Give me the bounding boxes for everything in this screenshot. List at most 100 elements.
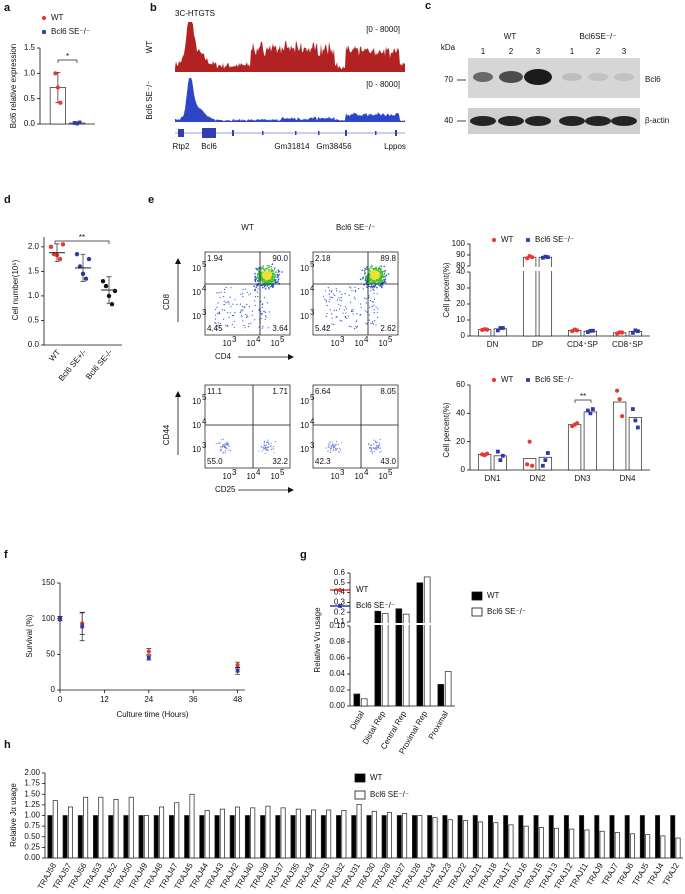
flow-event xyxy=(266,278,269,281)
bar xyxy=(128,796,134,859)
flow-event xyxy=(258,278,260,280)
flow-event xyxy=(330,448,332,450)
bar xyxy=(670,815,676,859)
flow-event xyxy=(245,313,247,315)
flow-event xyxy=(271,447,273,449)
flow-event xyxy=(269,285,272,288)
flow-event xyxy=(331,296,333,298)
data-point xyxy=(615,388,620,393)
bar xyxy=(609,815,615,859)
band xyxy=(562,73,582,81)
y-axis-label: Bcl6 relative expression xyxy=(9,44,18,128)
flow-event xyxy=(243,324,245,327)
flow-event xyxy=(365,322,367,324)
y-tick-label: 1.50 xyxy=(24,789,40,798)
significance-label: ** xyxy=(580,392,586,401)
bar xyxy=(174,802,180,859)
flow-event xyxy=(261,312,263,315)
flow-event xyxy=(373,292,375,294)
flow-event xyxy=(380,277,382,279)
y-tick-label: 10 xyxy=(456,315,465,324)
flow-event xyxy=(368,295,370,297)
flow-event xyxy=(369,448,371,450)
flow-event xyxy=(359,303,362,305)
flow-event xyxy=(340,305,342,307)
flow-event xyxy=(275,276,277,278)
flow-event xyxy=(384,275,387,278)
flow-event xyxy=(262,448,265,450)
flow-event xyxy=(241,314,243,316)
flow-event xyxy=(361,269,364,272)
flow-event xyxy=(260,267,263,270)
flow-event xyxy=(260,317,262,319)
flow-event xyxy=(372,286,375,288)
flow-event xyxy=(251,310,254,312)
x-tick-label: CD8⁺SP xyxy=(612,340,643,349)
legend-swatch xyxy=(41,15,47,21)
flow-event xyxy=(228,303,230,305)
flow-event xyxy=(264,272,267,274)
flow-event xyxy=(222,438,224,440)
y-axis-label: Survival (%) xyxy=(25,614,34,657)
flow-event xyxy=(332,297,334,299)
flow-event xyxy=(366,323,368,325)
flow-event xyxy=(217,313,219,315)
flow-event xyxy=(273,452,275,454)
flow-tick-exponent: 5 xyxy=(202,393,207,402)
flow-tick-base: 10 xyxy=(192,397,201,406)
flow-event xyxy=(265,316,267,318)
bar xyxy=(493,455,508,471)
flow-event xyxy=(226,443,228,445)
group-label: Bcl6SE⁻/⁻ xyxy=(580,32,617,41)
quadrant-value: 3.64 xyxy=(272,324,288,333)
flow-event xyxy=(356,319,358,321)
flow-event xyxy=(216,292,218,294)
flow-event xyxy=(364,310,366,312)
flow-event xyxy=(220,448,222,451)
bar xyxy=(184,815,190,859)
flow-event xyxy=(368,267,371,270)
flow-event xyxy=(331,317,333,319)
group-label: WT xyxy=(504,32,517,41)
data-point xyxy=(545,451,550,455)
flow-event xyxy=(226,441,228,443)
bar xyxy=(341,810,347,859)
flow-event xyxy=(233,314,235,317)
flow-event xyxy=(262,286,264,289)
legend-label: WT xyxy=(356,585,369,594)
flow-axis-label: CD25 xyxy=(215,485,236,494)
flow-event xyxy=(268,273,271,275)
bar xyxy=(614,832,620,859)
x-tick-label: CD4⁺SP xyxy=(567,340,598,349)
flow-event xyxy=(222,451,224,453)
flow-event xyxy=(377,275,380,278)
bar xyxy=(320,815,326,859)
flow-frame xyxy=(312,251,399,336)
y-tick-label: 0.10 xyxy=(329,621,345,630)
flow-event xyxy=(371,301,373,303)
data-point xyxy=(635,329,640,334)
flow-event xyxy=(380,285,383,288)
axis-break xyxy=(466,267,652,271)
flow-event xyxy=(274,274,276,276)
flow-event xyxy=(218,311,220,313)
flow-event xyxy=(265,284,268,286)
data-point xyxy=(590,328,595,333)
gene-exon xyxy=(262,131,264,135)
bar xyxy=(437,684,445,707)
y-tick-label: 60 xyxy=(456,380,465,389)
quadrant-value: 90.0 xyxy=(272,254,288,263)
gene-exon xyxy=(295,131,297,135)
flow-event xyxy=(265,446,267,448)
bar xyxy=(462,820,468,859)
flow-tick-exponent: 4 xyxy=(202,417,207,426)
flow-event xyxy=(255,286,258,288)
flow-event xyxy=(273,269,276,271)
flow-event xyxy=(223,303,225,306)
bar xyxy=(447,819,453,859)
flow-event xyxy=(254,304,256,306)
data-point xyxy=(86,256,92,262)
bar xyxy=(371,810,377,859)
flow-event xyxy=(344,306,346,308)
flow-event xyxy=(372,273,375,276)
